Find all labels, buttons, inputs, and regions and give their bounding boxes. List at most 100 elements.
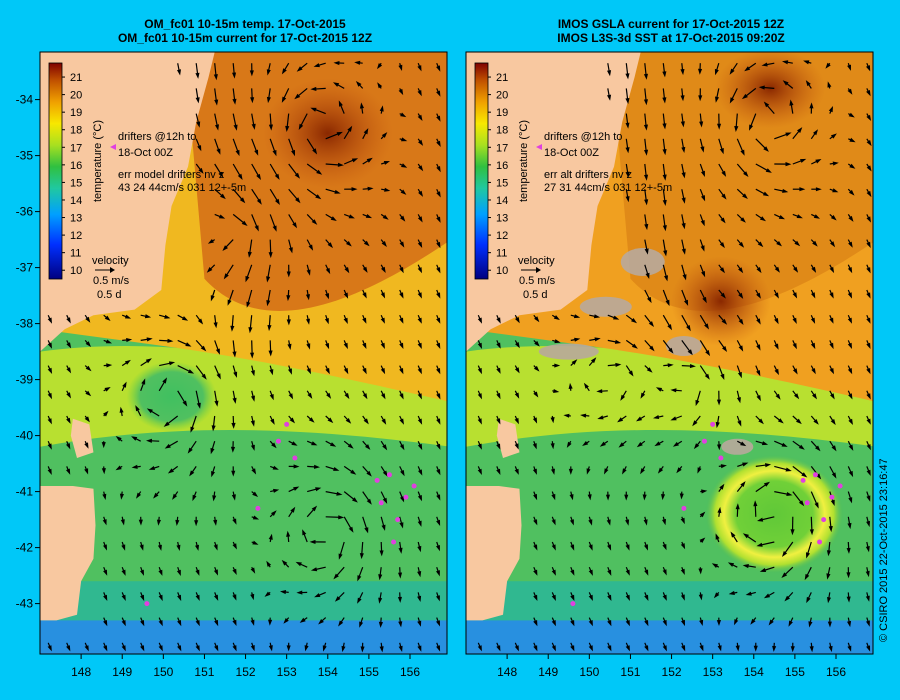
velocity-arrow-head <box>176 544 181 551</box>
velocity-arrow-head <box>436 645 441 652</box>
velocity-arrow-head <box>596 389 603 394</box>
left-colorbar-tick-label: 12 <box>70 230 82 242</box>
velocity-arrow-head <box>382 497 388 504</box>
velocity-arrow-head <box>662 199 667 206</box>
velocity-arrow-head <box>158 569 163 576</box>
left-x-tick-label: 155 <box>359 665 379 679</box>
left-colorbar-tick-label: 16 <box>70 160 82 172</box>
velocity-arrow-head <box>436 317 441 324</box>
velocity-arrow-head <box>215 124 219 131</box>
velocity-arrow-head <box>514 645 519 652</box>
velocity-arrow-head <box>689 364 696 369</box>
velocity-arrow-head <box>346 241 352 247</box>
velocity-arrow-head <box>477 443 482 450</box>
velocity-arrow-head <box>782 188 789 193</box>
velocity-arrow-head <box>181 316 189 321</box>
velocity-arrow-head <box>813 214 820 219</box>
velocity-arrow-head <box>314 464 320 469</box>
velocity-arrow-head <box>625 147 630 154</box>
velocity-arrow-head <box>351 187 358 192</box>
velocity-arrow-head <box>734 619 739 626</box>
velocity-arrow-head <box>719 267 725 274</box>
velocity-arrow-head <box>785 162 792 167</box>
velocity-arrow-head <box>311 505 318 512</box>
velocity-arrow-head <box>662 225 667 232</box>
velocity-arrow-head <box>806 552 810 559</box>
velocity-arrow-head <box>131 436 138 441</box>
velocity-arrow-head <box>381 524 386 531</box>
velocity-arrow-head <box>586 468 591 475</box>
right-velocity-speed: 0.5 m/s <box>519 275 556 287</box>
velocity-arrow-head <box>816 473 822 480</box>
velocity-arrow-head <box>436 570 440 577</box>
velocity-arrow-head <box>697 467 702 474</box>
velocity-arrow-head <box>377 63 383 70</box>
velocity-arrow-head <box>794 240 801 247</box>
velocity-arrow-head <box>568 382 573 389</box>
velocity-arrow-head <box>756 344 761 351</box>
velocity-arrow-head <box>620 394 626 401</box>
velocity-arrow-head <box>192 494 197 502</box>
velocity-arrow-head <box>295 197 301 204</box>
velocity-arrow-head <box>643 99 648 106</box>
velocity-arrow-head <box>286 271 291 278</box>
velocity-arrow-head <box>643 124 648 131</box>
velocity-arrow-head <box>231 494 236 501</box>
velocity-arrow-head <box>699 121 704 128</box>
velocity-arrow-head <box>698 95 703 102</box>
velocity-arrow-head <box>866 140 872 147</box>
velocity-arrow-head <box>734 126 739 132</box>
velocity-arrow-head <box>382 214 389 220</box>
velocity-arrow-head <box>436 620 440 627</box>
velocity-arrow-head <box>848 470 854 478</box>
velocity-arrow-head <box>131 464 138 469</box>
velocity-arrow-head <box>365 214 373 219</box>
velocity-arrow-head <box>363 128 369 135</box>
velocity-arrow-head <box>738 292 744 299</box>
velocity-arrow-head <box>605 494 610 501</box>
drifter-mark <box>386 472 392 478</box>
velocity-arrow-head <box>310 107 317 112</box>
right-front-band <box>466 345 873 447</box>
right-title-line1: IMOS GSLA current for 17-Oct-2015 12Z <box>557 17 785 31</box>
velocity-arrow-head <box>737 420 742 427</box>
velocity-arrow-head <box>235 149 240 157</box>
velocity-arrow-head <box>568 468 573 475</box>
velocity-arrow-head <box>285 125 290 132</box>
velocity-arrow-head <box>436 368 441 375</box>
velocity-arrow-head <box>157 544 162 551</box>
velocity-arrow-head <box>146 438 152 443</box>
velocity-arrow-head <box>866 216 871 223</box>
drifter-mark <box>681 505 687 511</box>
velocity-arrow-head <box>105 339 112 344</box>
velocity-arrow-head <box>182 400 188 407</box>
velocity-arrow-head <box>571 359 578 365</box>
velocity-arrow-head <box>399 368 404 375</box>
velocity-arrow-head <box>177 69 181 76</box>
right-title-line2: IMOS L3S-3d SST at 17-Oct-2015 09:20Z <box>557 31 785 45</box>
velocity-arrow-head <box>866 418 871 425</box>
velocity-arrow-head <box>715 96 719 103</box>
drifter-mark <box>292 455 298 461</box>
velocity-arrow-head <box>101 442 106 449</box>
velocity-arrow-head <box>756 370 761 377</box>
velocity-arrow-head <box>866 620 870 627</box>
velocity-arrow-head <box>551 569 556 576</box>
velocity-arrow-head <box>185 342 192 347</box>
velocity-arrow-head <box>514 417 519 425</box>
velocity-arrow-head <box>570 569 575 576</box>
velocity-arrow-head <box>830 393 835 400</box>
velocity-arrow-head <box>618 442 625 448</box>
velocity-arrow-head <box>175 519 180 526</box>
left-x-tick-label: 156 <box>400 665 420 679</box>
velocity-arrow-head <box>847 317 852 324</box>
velocity-arrow-head <box>195 645 200 652</box>
velocity-arrow-head <box>251 468 257 475</box>
velocity-arrow-head <box>727 562 735 567</box>
velocity-arrow-head <box>436 595 440 602</box>
velocity-arrow-head <box>604 468 609 475</box>
velocity-arrow-head <box>418 469 423 476</box>
velocity-arrow-head <box>721 170 727 177</box>
right-colorbar-tick-label: 11 <box>496 248 507 260</box>
right-velocity-label: velocity <box>518 255 555 267</box>
